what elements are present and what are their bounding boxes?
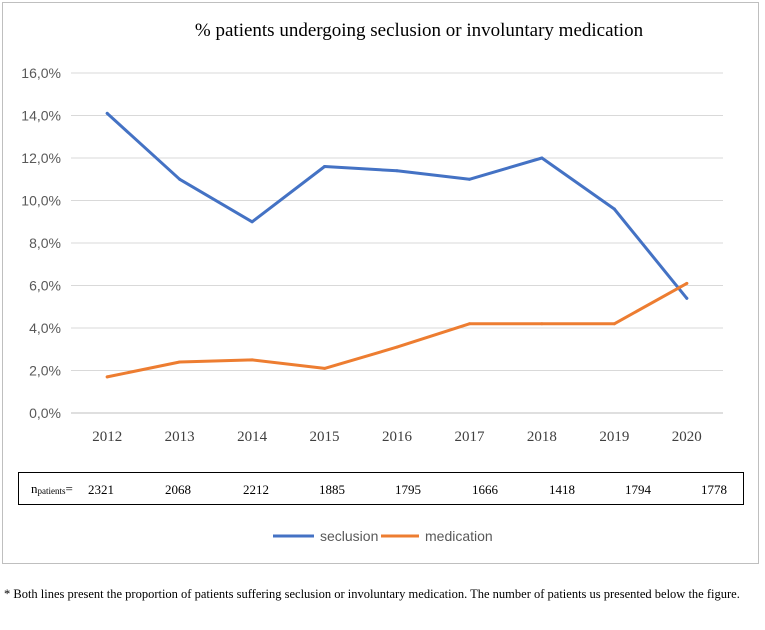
legend-label-medication: medication (425, 528, 493, 544)
x-tick-label-2017: 2017 (454, 429, 485, 445)
data-point-medication-2013 (178, 360, 182, 364)
patient-count-label-eq: = (65, 480, 73, 496)
y-tick-label: 8,0% (29, 235, 61, 251)
x-tick-label-2019: 2019 (599, 429, 629, 445)
patient-count-label: npatients= (19, 481, 77, 497)
data-point-medication-2015 (323, 366, 327, 370)
data-point-seclusion-2012 (105, 111, 109, 115)
x-tick-label-2012: 2012 (92, 429, 122, 445)
patient-count-2017: 1666 (472, 482, 498, 497)
y-tick-label: 0,0% (29, 405, 61, 421)
data-point-seclusion-2016 (395, 169, 399, 173)
y-tick-label: 12,0% (21, 150, 61, 166)
x-tick-label-2014: 2014 (237, 429, 268, 445)
y-tick-label: 14,0% (21, 108, 61, 124)
y-tick-label: 16,0% (21, 65, 61, 81)
data-point-seclusion-2018 (540, 156, 544, 160)
data-point-medication-2016 (395, 345, 399, 349)
patient-count-table: npatients= 2321 2068 2212 1885 1795 1666… (18, 472, 744, 505)
chart-frame: % patients undergoing seclusion or invol… (2, 2, 759, 564)
x-tick-label-2015: 2015 (310, 429, 340, 445)
patient-count-2015: 1885 (319, 482, 345, 497)
data-point-seclusion-2019 (612, 207, 616, 211)
x-axis-ticks: 2012 2013 2014 2015 2016 2017 2018 2019 2020 (92, 429, 702, 445)
y-tick-label: 4,0% (29, 320, 61, 336)
data-point-medication-2018 (540, 322, 544, 326)
patient-count-2019: 1794 (625, 482, 651, 497)
patient-count-2020: 1778 (701, 482, 727, 497)
patient-count-2013: 2068 (165, 482, 191, 497)
legend-label-seclusion: seclusion (320, 528, 378, 544)
y-axis-ticks: 0,0% 2,0% 4,0% 6,0% 8,0% 10,0% 12,0% 14,0% 16,0% (21, 65, 61, 421)
data-point-seclusion-2014 (250, 220, 254, 224)
y-tick-label: 6,0% (29, 278, 61, 294)
footnote: * Both lines present the proportion of p… (4, 587, 740, 601)
patient-count-2018: 1418 (549, 482, 575, 497)
data-point-medication-2019 (612, 322, 616, 326)
data-point-seclusion-2015 (323, 165, 327, 168)
y-tick-label: 10,0% (21, 193, 61, 209)
patient-count-2016: 1795 (395, 482, 421, 497)
patient-count-2014: 2212 (243, 482, 269, 497)
data-point-seclusion-2020 (685, 296, 689, 300)
y-tick-label: 2,0% (29, 363, 61, 379)
data-point-medication-2020 (685, 281, 689, 285)
data-point-medication-2012 (105, 375, 109, 379)
data-point-seclusion-2013 (178, 177, 182, 181)
patient-count-2012: 2321 (88, 482, 114, 497)
data-point-seclusion-2017 (467, 177, 471, 181)
data-point-medication-2014 (250, 358, 254, 362)
x-tick-label-2020: 2020 (672, 429, 702, 445)
x-tick-label-2013: 2013 (165, 429, 195, 445)
patient-count-label-n: n (31, 480, 38, 496)
series-line-seclusion (105, 111, 689, 300)
line-chart: % patients undergoing seclusion or invol… (21, 20, 723, 544)
legend: seclusion medication (273, 528, 493, 544)
series-lines (105, 111, 689, 379)
series-line-medication (105, 281, 689, 379)
chart-title: % patients undergoing seclusion or invol… (195, 20, 644, 41)
x-tick-label-2016: 2016 (382, 429, 413, 445)
x-tick-label-2018: 2018 (527, 429, 557, 445)
gridlines (71, 72, 723, 414)
data-point-medication-2017 (467, 322, 471, 326)
patient-count-label-sub: patients (37, 485, 66, 496)
